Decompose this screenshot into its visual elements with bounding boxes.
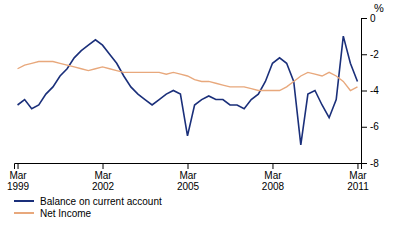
y-tick: -6 [361, 121, 379, 132]
chart: Mar1999Mar2002Mar2005Mar2008Mar20110-2-4… [0, 0, 397, 227]
y-tick-mark [361, 54, 367, 55]
x-tick-mark [272, 163, 273, 169]
plot: Mar1999Mar2002Mar2005Mar2008Mar20110-2-4… [7, 2, 384, 219]
x-tick-mark [188, 163, 189, 169]
y-tick: -4 [361, 85, 379, 96]
x-axis: Mar1999Mar2002Mar2005Mar2008Mar2011 [7, 163, 369, 192]
x-tick-label: Mar2011 [347, 170, 369, 192]
legend-label: Net Income [40, 208, 92, 219]
x-tick-label-line: 2005 [177, 181, 200, 192]
y-axis-line [362, 19, 368, 164]
x-tick: Mar2005 [177, 163, 200, 192]
x-tick-label-line: Mar [349, 170, 367, 181]
x-tick-label-line: Mar [94, 170, 112, 181]
legend-item: Net Income [14, 208, 92, 219]
x-axis-line [15, 164, 362, 170]
series-line [18, 62, 358, 91]
y-tick-label: -8 [370, 158, 379, 169]
x-tick-label-line: Mar [9, 170, 27, 181]
x-tick-label-line: 1999 [7, 181, 30, 192]
x-tick-label-line: Mar [264, 170, 282, 181]
x-tick-label: Mar2002 [92, 170, 115, 192]
legend-swatch [14, 212, 34, 214]
y-tick-label: -6 [370, 121, 379, 132]
x-tick-mark [18, 163, 19, 169]
x-tick-mark [357, 163, 358, 169]
x-tick: Mar2008 [262, 163, 285, 192]
x-tick: Mar2011 [347, 163, 369, 192]
x-tick-label: Mar2008 [262, 170, 285, 192]
x-tick-label-line: 2002 [92, 181, 115, 192]
x-tick-label: Mar1999 [7, 170, 30, 192]
y-tick-mark [361, 18, 367, 19]
series-line [18, 36, 358, 145]
x-tick-mark [103, 163, 104, 169]
y-tick: -2 [361, 49, 379, 60]
lines [18, 36, 358, 145]
x-tick: Mar2002 [92, 163, 115, 192]
y-tick: -8 [361, 158, 379, 169]
y-tick-mark [361, 91, 367, 92]
legend-label: Balance on current account [40, 196, 162, 207]
y-tick-mark [361, 127, 367, 128]
y-tick-label: -4 [370, 85, 379, 96]
x-tick-label-line: Mar [179, 170, 197, 181]
y-axis-label: % [374, 2, 384, 14]
legend-item: Balance on current account [14, 196, 162, 207]
x-tick-label: Mar2005 [177, 170, 200, 192]
legend-swatch [14, 200, 34, 202]
x-tick: Mar1999 [7, 163, 30, 192]
y-tick-mark [361, 163, 367, 164]
x-tick-label-line: 2011 [347, 181, 369, 192]
y-tick-label: -2 [370, 49, 379, 60]
legend: Balance on current accountNet Income [14, 196, 162, 219]
x-tick-label-line: 2008 [262, 181, 285, 192]
y-axis: 0 -2 -4 -6 -8 [361, 13, 379, 169]
y-tick: 0 [361, 13, 376, 24]
y-tick-label: 0 [370, 13, 376, 24]
